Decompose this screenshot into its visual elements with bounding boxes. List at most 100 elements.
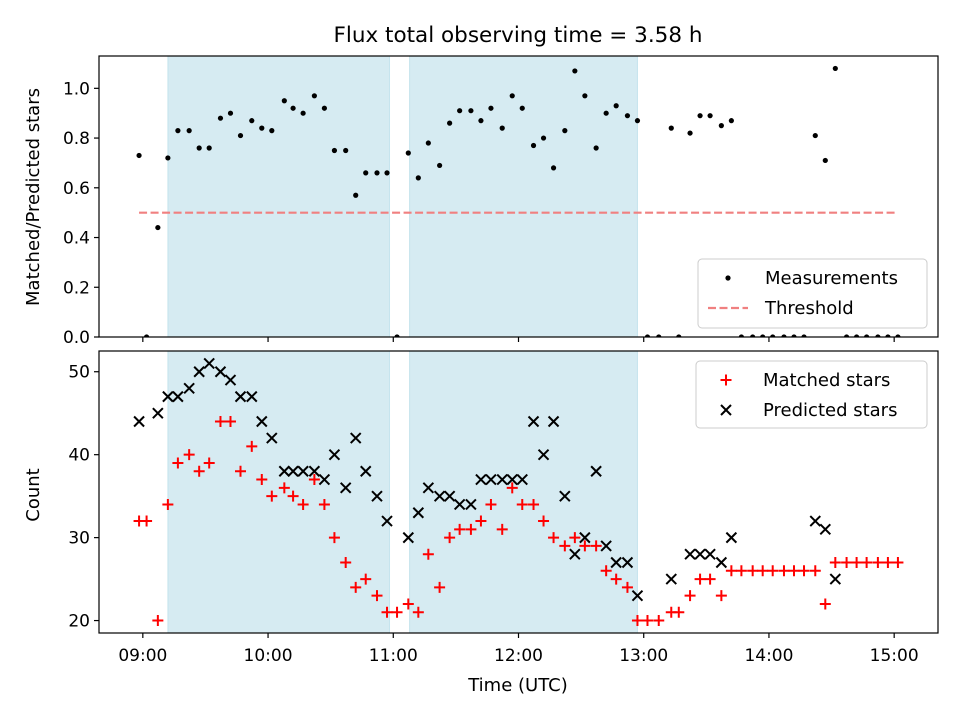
legend-label-measurements: Measurements: [765, 268, 898, 289]
matched-star-marker: [621, 581, 633, 593]
matched-star-marker: [152, 615, 164, 627]
legend: Measurements Threshold: [697, 258, 928, 329]
predicted-star-marker: [610, 556, 622, 569]
x-tick-label: 09:00: [118, 646, 167, 666]
matched-star-marker: [798, 565, 810, 577]
measurement-point: [300, 110, 306, 116]
matched-star-marker: [506, 482, 518, 494]
matched-star-marker: [829, 557, 841, 568]
measurement-point: [760, 334, 766, 337]
matched-star-marker: [183, 449, 195, 461]
legend-label-matched: Matched stars: [763, 370, 890, 391]
bottom-y-axis-label: Count: [23, 468, 44, 521]
measurement-point: [644, 334, 651, 337]
matched-star-marker: [193, 465, 205, 477]
measurement-point: [155, 224, 161, 231]
measurement-point: [656, 334, 662, 337]
matched-star-marker: [350, 581, 362, 593]
measurement-point: [812, 132, 818, 139]
matched-star-marker: [496, 523, 508, 535]
y-tick-label: 0.6: [63, 179, 90, 199]
measurement-point: [281, 98, 287, 104]
measurement-point: [875, 334, 881, 337]
predicted-star-marker: [256, 415, 268, 428]
measurement-point: [885, 334, 891, 337]
measurement-point: [603, 110, 609, 116]
matched-star-marker: [673, 606, 685, 618]
predicted-star-marker: [246, 390, 258, 403]
measurement-point: [791, 334, 797, 337]
measurement-point: [290, 105, 296, 111]
matched-star-marker: [684, 590, 696, 602]
matched-star-marker: [767, 565, 779, 577]
measurement-point: [196, 145, 202, 151]
matched-star-marker: [872, 557, 884, 568]
predicted-star-marker: [381, 515, 393, 527]
measurement-point: [582, 93, 588, 99]
legend-box: [697, 258, 928, 329]
matched-star-marker: [402, 598, 414, 610]
measurement-point: [728, 118, 734, 124]
matched-star-marker: [778, 565, 790, 577]
predicted-star-marker: [339, 482, 352, 494]
measurement-point: [457, 108, 463, 114]
measurement-point: [186, 128, 192, 134]
matched-star-marker: [735, 565, 747, 577]
matched-star-marker: [434, 581, 446, 593]
matched-star-marker: [172, 457, 184, 469]
measurement-point: [750, 334, 756, 337]
predicted-star-marker: [496, 473, 508, 486]
matched-star-marker: [246, 440, 258, 452]
measurement-point: [509, 93, 515, 99]
measurement-point: [822, 157, 828, 164]
bottom-panel: 20 30 40 50 09:00 10:00 11:00 12:00 13:00 14:00 15…: [68, 350, 939, 666]
matched-star-marker: [422, 548, 434, 560]
legend: Matched stars Predicted stars: [695, 360, 928, 429]
matched-star-marker: [809, 565, 821, 577]
matched-star-marker: [162, 498, 174, 510]
matched-star-marker: [391, 606, 403, 618]
matched-star-marker: [412, 606, 424, 618]
predicted-star-marker: [547, 415, 560, 428]
predicted-star-marker: [266, 432, 278, 444]
y-tick-label: 30: [68, 529, 90, 549]
measurement-point: [405, 150, 411, 156]
matched-star-marker: [203, 457, 215, 469]
predicted-star-marker: [684, 548, 696, 560]
matched-star-marker: [610, 573, 622, 585]
measurement-point: [530, 142, 537, 149]
x-tick-label: 13:00: [619, 646, 668, 666]
measurement-point: [321, 105, 328, 111]
predicted-star-marker: [162, 390, 174, 403]
matched-star-marker: [538, 515, 550, 527]
measurement-point: [697, 113, 703, 119]
predicted-star-marker: [360, 465, 372, 477]
matched-star-marker: [819, 598, 831, 610]
matched-star-marker: [569, 532, 581, 544]
matched-star-marker: [600, 565, 612, 577]
measurement-point: [353, 192, 359, 198]
measurement-point: [237, 132, 244, 139]
predicted-star-marker: [224, 374, 237, 386]
matched-star-marker: [340, 557, 352, 568]
measurement-point: [175, 128, 181, 134]
shaded-intervals: [167, 350, 638, 634]
predicted-star-marker: [203, 357, 215, 370]
measurement-point: [363, 170, 369, 176]
matched-star-marker: [631, 615, 643, 627]
legend-box: [695, 360, 928, 429]
predicted-star-marker: [278, 465, 291, 477]
predicted-star-marker: [422, 482, 435, 494]
matched-star-marker: [328, 532, 340, 544]
predicted-star-marker: [152, 407, 164, 419]
matched-star-marker: [454, 523, 466, 535]
measurement-point: [227, 110, 234, 116]
measurement-point: [550, 165, 557, 171]
matched-star-marker: [297, 498, 309, 510]
matched-star-marker: [788, 565, 800, 577]
predicted-star-marker: [516, 473, 528, 486]
legend-measurements-marker: [725, 275, 731, 281]
measurement-point: [707, 113, 713, 119]
legend-predicted-marker: [720, 404, 732, 416]
